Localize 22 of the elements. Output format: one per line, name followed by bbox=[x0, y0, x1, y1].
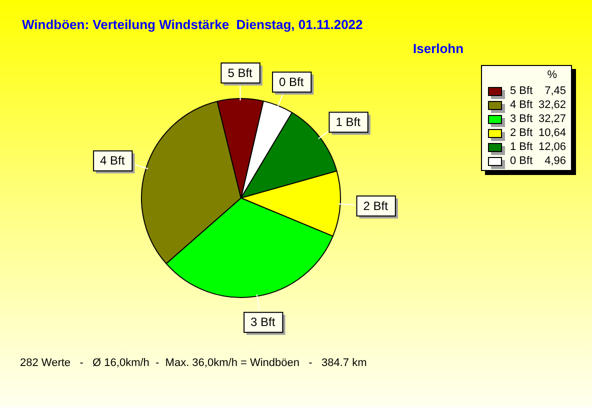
data-label: 12,06 bbox=[538, 141, 566, 153]
slice-label: 2 Bft bbox=[363, 198, 389, 213]
text: 282 Werte - Ø 16,0km/h - Max. 36,0km/h = Windböen - 384.7 km bbox=[20, 357, 367, 369]
data-label: 7,45 bbox=[544, 85, 566, 97]
slice-label: 0 Bft bbox=[279, 74, 304, 89]
slice-label: 3 Bft bbox=[250, 315, 276, 330]
slice-label: 4 Bft bbox=[100, 154, 126, 168]
data-label: 10,64 bbox=[538, 127, 566, 139]
legend-label: 4 Bft bbox=[510, 99, 533, 111]
legend-title: % bbox=[547, 69, 557, 81]
chart-title: Windböen: Verteilung Windstärke Dienstag, 01.11.2022 bbox=[22, 17, 363, 32]
data-label: 32,27 bbox=[538, 113, 566, 125]
legend-label: 1 Bft bbox=[510, 141, 533, 153]
slice-label: 5 Bft bbox=[228, 66, 254, 80]
legend-label: 0 Bft bbox=[510, 155, 533, 167]
data-label: 32,62 bbox=[538, 99, 566, 111]
legend-label: 2 Bft bbox=[510, 127, 533, 139]
legend-label: 5 Bft bbox=[510, 85, 533, 97]
data-label: 4,96 bbox=[544, 155, 566, 167]
legend-label: 3 Bft bbox=[510, 113, 533, 125]
chart-subtitle: Iserlohn bbox=[413, 41, 464, 56]
slice-label: 1 Bft bbox=[336, 115, 362, 130]
